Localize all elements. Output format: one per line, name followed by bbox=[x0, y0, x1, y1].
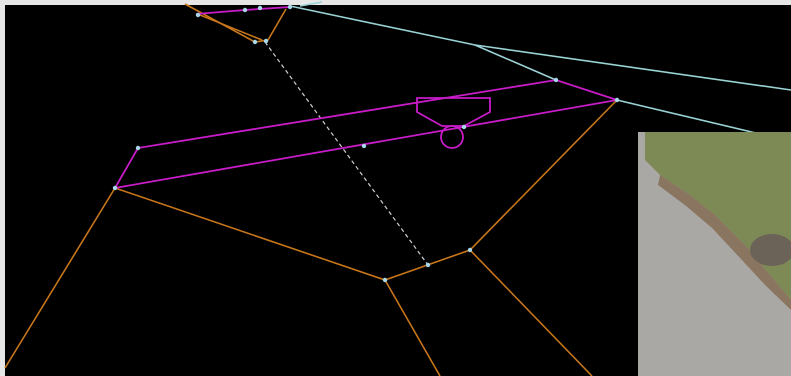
vertex[interactable] bbox=[112, 185, 118, 191]
vertex[interactable] bbox=[135, 145, 141, 151]
way[interactable] bbox=[469, 249, 593, 376]
vertices bbox=[112, 4, 620, 283]
grass bbox=[645, 132, 791, 300]
vertex[interactable] bbox=[361, 143, 367, 149]
vertex[interactable] bbox=[287, 4, 293, 10]
way[interactable] bbox=[474, 44, 557, 81]
street-photo[interactable] bbox=[638, 132, 791, 376]
vertex[interactable] bbox=[195, 12, 201, 18]
vertex[interactable] bbox=[252, 39, 258, 45]
cyan-ways bbox=[289, 1, 791, 135]
vertex[interactable] bbox=[553, 77, 559, 83]
way[interactable] bbox=[299, 1, 323, 7]
way[interactable] bbox=[4, 187, 116, 369]
vertex[interactable] bbox=[382, 277, 388, 283]
vertex[interactable] bbox=[263, 38, 269, 44]
area[interactable] bbox=[440, 125, 464, 149]
rock bbox=[750, 234, 791, 266]
vertex[interactable] bbox=[257, 5, 263, 11]
way[interactable] bbox=[616, 99, 761, 135]
vertex[interactable] bbox=[425, 262, 431, 268]
vertex[interactable] bbox=[461, 124, 467, 130]
way[interactable] bbox=[199, 14, 263, 41]
way[interactable] bbox=[384, 279, 441, 376]
curb bbox=[658, 175, 791, 310]
vertex[interactable] bbox=[614, 97, 620, 103]
road bbox=[638, 132, 791, 376]
vertex[interactable] bbox=[467, 247, 473, 253]
vertex[interactable] bbox=[242, 7, 248, 13]
